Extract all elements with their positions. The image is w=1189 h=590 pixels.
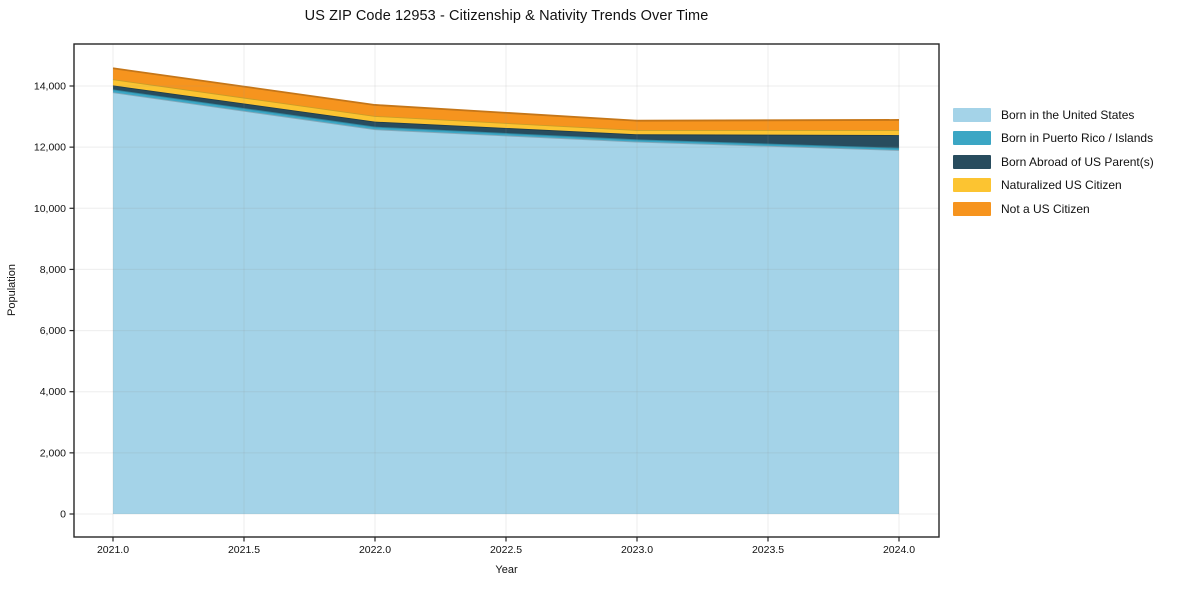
legend-swatch-0 bbox=[953, 107, 991, 122]
y-axis-label: Population bbox=[6, 264, 18, 316]
legend-label-1: Born in Puerto Rico / Islands bbox=[1001, 131, 1154, 146]
y-tick-label: 0 bbox=[60, 509, 66, 521]
legend-item-0: Born in the United States bbox=[953, 103, 1154, 127]
x-tick-label: 2021.0 bbox=[97, 544, 129, 556]
x-tick-label: 2022.5 bbox=[490, 544, 522, 556]
legend-swatch-1 bbox=[953, 131, 991, 146]
chart-title: US ZIP Code 12953 - Citizenship & Nativi… bbox=[304, 8, 709, 24]
legend-swatch-2 bbox=[953, 154, 991, 169]
legend-label-3: Naturalized US Citizen bbox=[1001, 178, 1122, 193]
area-series-4 bbox=[113, 68, 899, 131]
x-tick-label: 2021.5 bbox=[228, 544, 260, 556]
legend-item-3: Naturalized US Citizen bbox=[953, 174, 1154, 198]
legend-item-2: Born Abroad of US Parent(s) bbox=[953, 150, 1154, 174]
y-tick-label: 10,000 bbox=[34, 203, 66, 215]
area-series-3 bbox=[113, 79, 899, 136]
y-tick-label: 12,000 bbox=[34, 142, 66, 154]
x-tick-label: 2023.0 bbox=[621, 544, 653, 556]
area-series-2 bbox=[113, 85, 899, 148]
x-axis-label: Year bbox=[495, 564, 518, 576]
x-tick-label: 2023.5 bbox=[752, 544, 784, 556]
x-tick-label: 2022.0 bbox=[359, 544, 391, 556]
area-edge-4 bbox=[112, 67, 900, 122]
legend: Born in the United States Born in Puerto … bbox=[953, 103, 1154, 221]
area-series-0 bbox=[113, 92, 899, 514]
x-tick-label: 2024.0 bbox=[883, 544, 915, 556]
y-tick-label: 4,000 bbox=[40, 386, 66, 398]
legend-label-4: Not a US Citizen bbox=[1001, 201, 1090, 216]
legend-item-1: Born in Puerto Rico / Islands bbox=[953, 127, 1154, 151]
y-tick-label: 8,000 bbox=[40, 264, 66, 276]
y-tick-label: 6,000 bbox=[40, 325, 66, 337]
legend-label-2: Born Abroad of US Parent(s) bbox=[1001, 154, 1154, 169]
y-tick-label: 14,000 bbox=[34, 81, 66, 93]
legend-label-0: Born in the United States bbox=[1001, 107, 1135, 122]
y-tick-label: 2,000 bbox=[40, 447, 66, 459]
legend-swatch-4 bbox=[953, 201, 991, 216]
legend-swatch-3 bbox=[953, 178, 991, 193]
legend-item-4: Not a US Citizen bbox=[953, 197, 1154, 221]
